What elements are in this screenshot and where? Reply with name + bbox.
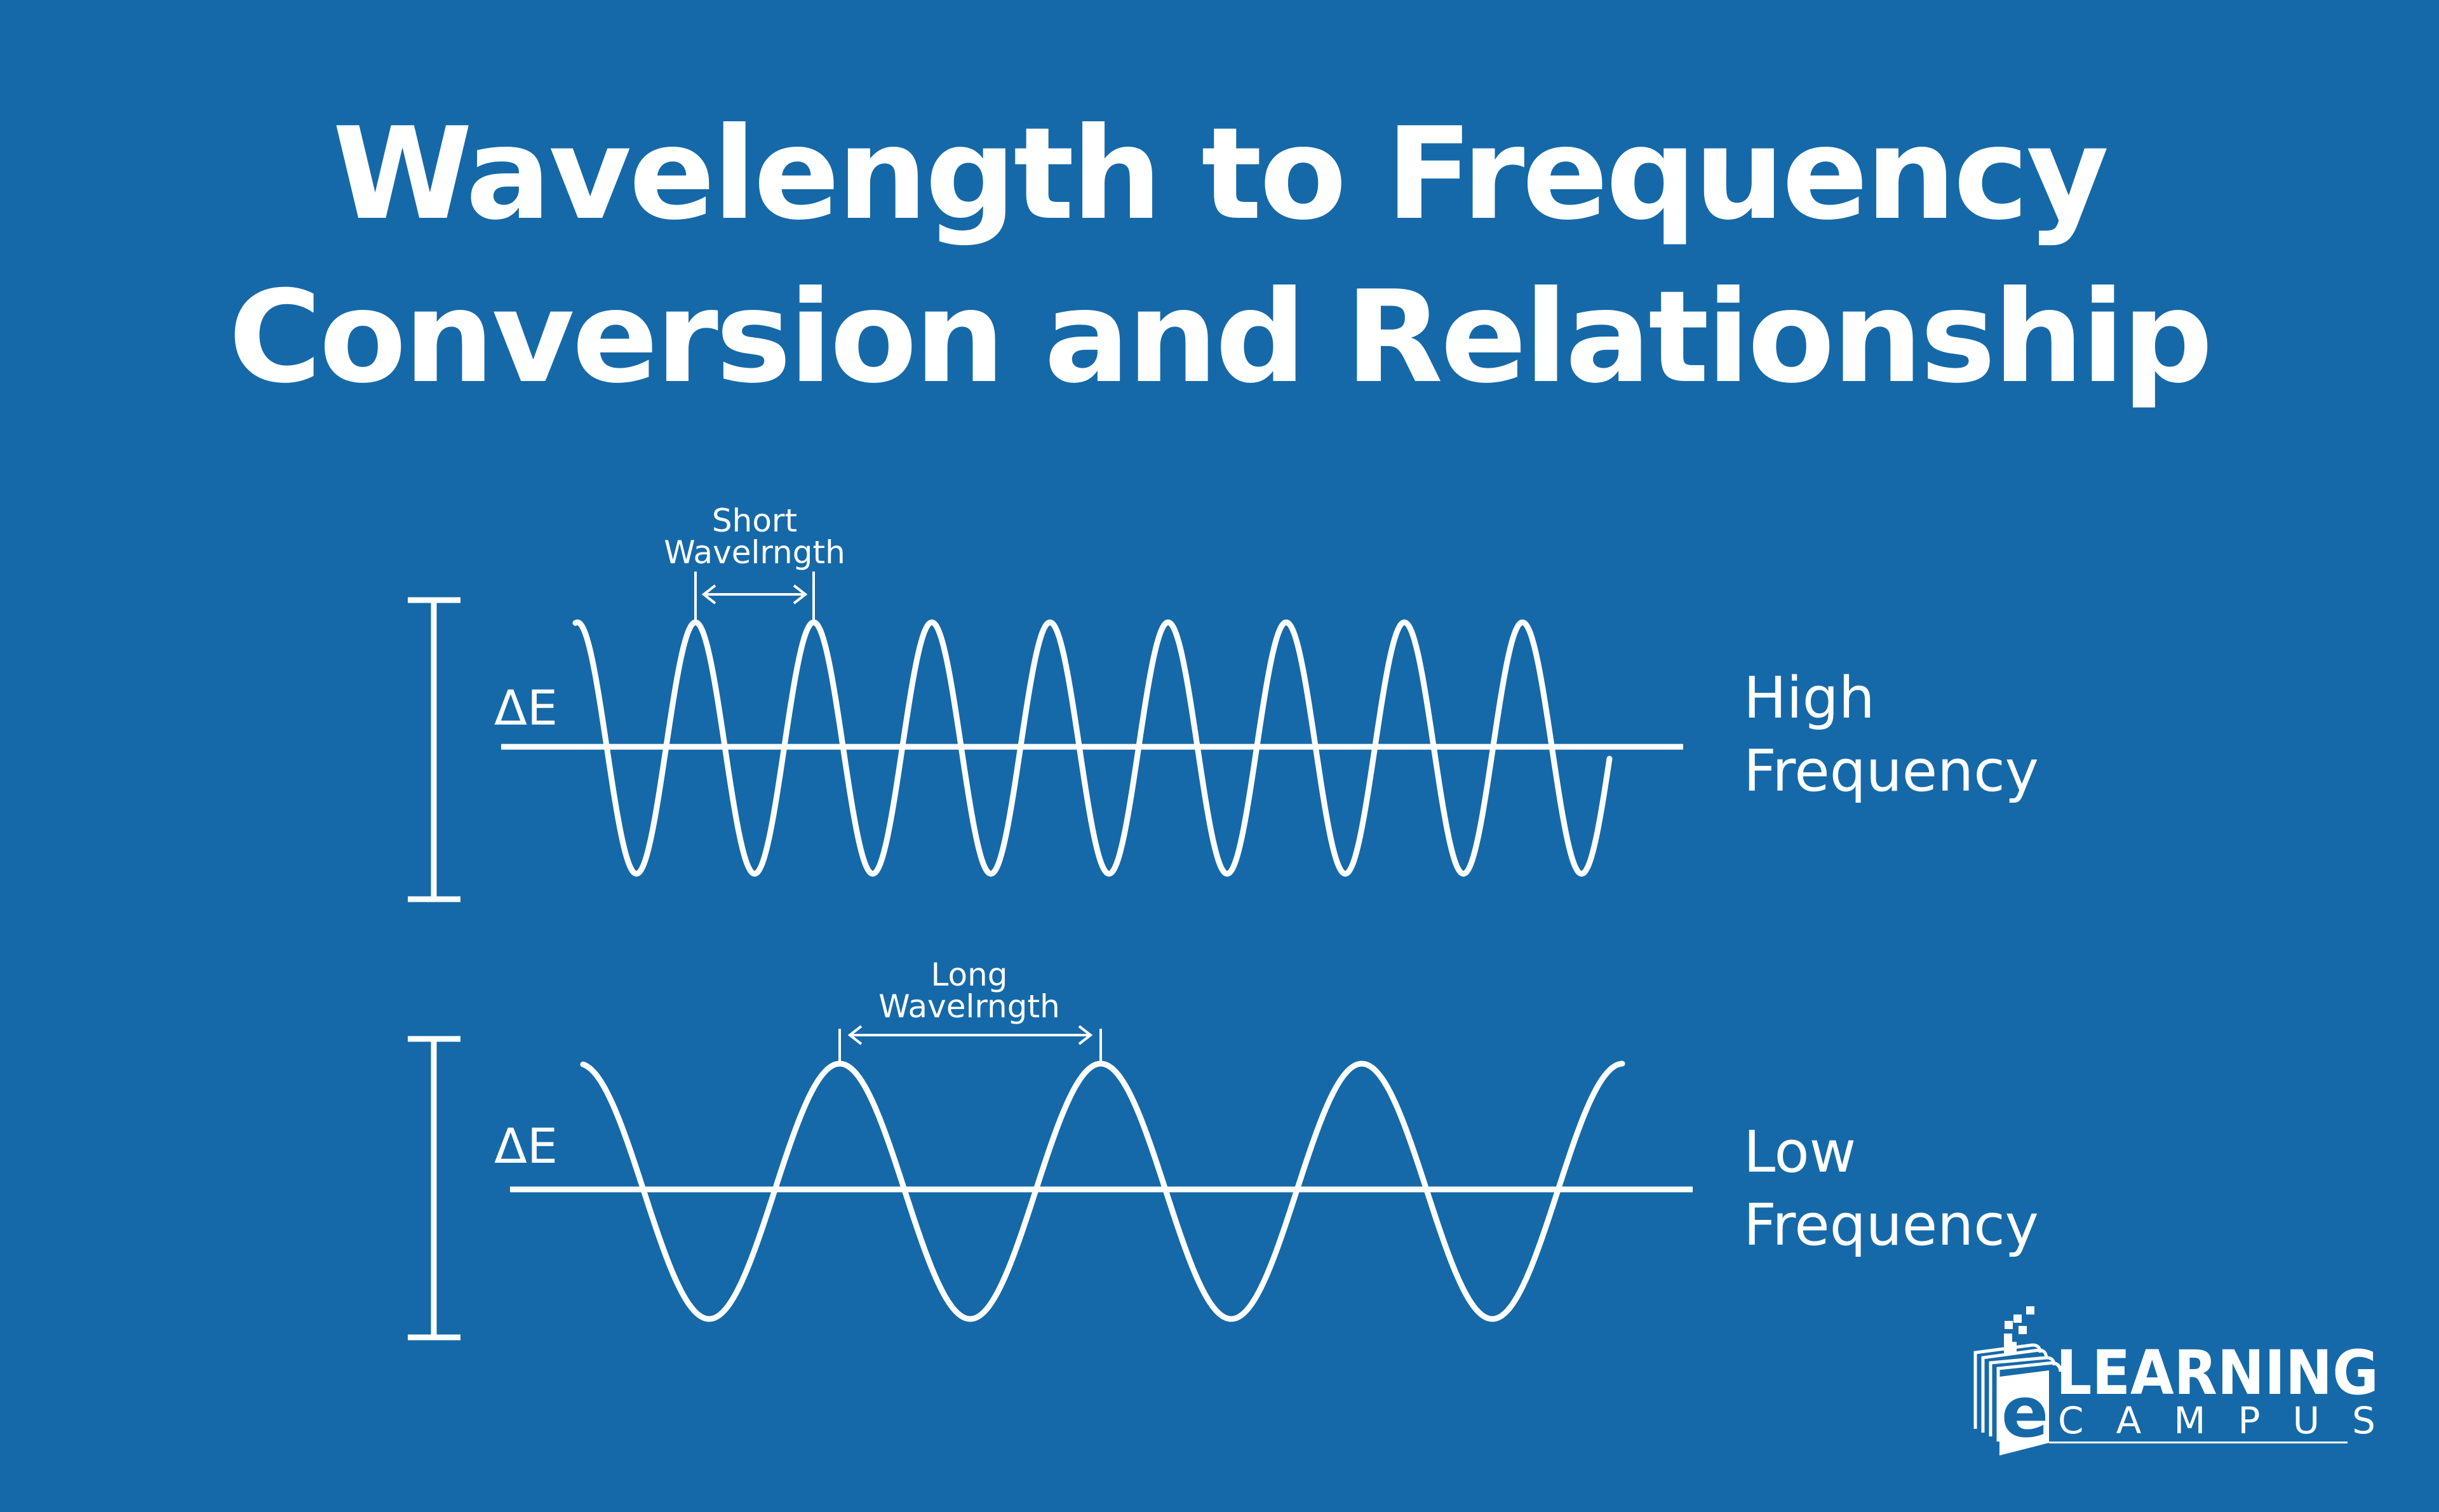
title-line-2: Conversion and Relationship [228,264,2214,411]
long-wavelength-line2: Wavelrngth [878,988,1060,1025]
high-frequency-wave [572,619,1613,877]
high-frequency-label: High Frequency [1744,670,2039,800]
frequency-label-line2: Frequency [1744,1192,2039,1259]
low-frequency-label: Low Frequency [1744,1124,2039,1254]
short-wavelength-marker [694,572,815,621]
long-wavelength-line1: Long [931,956,1008,993]
high-energy-label: ΔE [494,679,558,736]
low-amplitude-bracket [408,1036,460,1341]
low-label-line1: Low [1744,1119,1857,1186]
logo-letter: e [2001,1372,2049,1453]
high-label-line1: High [1744,665,1875,732]
short-wavelength-label: Short Wavelrngth [628,505,882,568]
logo-learning-text: LEARNING [2056,1337,2379,1408]
elearning-campus-logo: e LEARNING CAMPUS [1973,1306,2379,1455]
low-energy-label: ΔE [494,1118,558,1174]
short-wavelength-line1: Short [711,502,798,539]
low-frequency-wave [580,1060,1625,1322]
high-amplitude-bracket [408,597,460,902]
short-wavelength-line2: Wavelrngth [664,534,845,571]
long-wavelength-marker [838,1025,1102,1063]
frequency-label-line2: Frequency [1744,738,2039,805]
title-line-1: Wavelength to Frequency [332,100,2109,248]
long-wavelength-label: Long Wavelrngth [842,959,1096,1022]
